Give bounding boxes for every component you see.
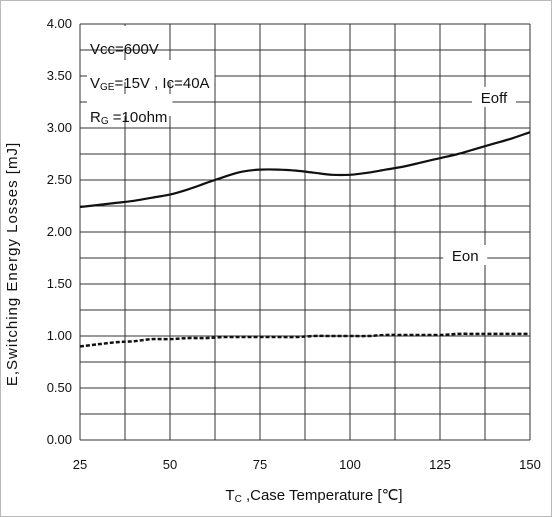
- condition-background: [87, 60, 215, 82]
- x-tick-labels: 25 50 75 100 125 150: [73, 457, 541, 472]
- series-eon-label: Eon: [452, 248, 479, 265]
- y-tick-label: 2.00: [47, 224, 72, 239]
- y-tick-labels: 0.00 0.50 1.00 1.50 2.00 2.50 3.00 3.50 4.00: [47, 16, 72, 447]
- y-tick-label: 1.50: [47, 276, 72, 291]
- x-tick-label: 150: [519, 457, 541, 472]
- condition-line: Vcc=600V: [90, 41, 159, 58]
- y-tick-label: 0.50: [47, 380, 72, 395]
- x-tick-label: 50: [163, 457, 177, 472]
- x-tick-label: 100: [339, 457, 361, 472]
- y-tick-label: 2.50: [47, 172, 72, 187]
- series-eon-line: [79, 332, 530, 348]
- y-tick-label: 3.50: [47, 68, 72, 83]
- y-tick-label: 0.00: [47, 432, 72, 447]
- series-eoff-label: Eoff: [481, 90, 508, 107]
- curves: [79, 131, 531, 348]
- series-eoff-line: [79, 131, 531, 209]
- y-tick-label: 1.00: [47, 328, 72, 343]
- x-axis-title: TC ,Case Temperature [℃]: [225, 487, 402, 505]
- series-labels: Eoff Eon: [443, 86, 516, 265]
- x-tick-label: 25: [73, 457, 87, 472]
- y-tick-label: 4.00: [47, 16, 72, 31]
- condition-line: VGE=15V , Ic=40A: [90, 75, 210, 93]
- test-conditions: Vcc=600V VGE=15V , Ic=40A RG =10ohm: [87, 26, 215, 127]
- condition-background: [87, 26, 164, 48]
- x-tick-label: 125: [429, 457, 451, 472]
- grid: [79, 23, 531, 441]
- series-label-background: [472, 86, 516, 107]
- x-tick-label: 75: [253, 457, 267, 472]
- y-axis-title: E,Switching Energy Losses [mJ]: [4, 142, 21, 386]
- condition-background: [87, 94, 173, 116]
- series-label-background: [443, 245, 488, 265]
- y-tick-label: 3.00: [47, 120, 72, 135]
- condition-line: RG =10ohm: [90, 109, 167, 127]
